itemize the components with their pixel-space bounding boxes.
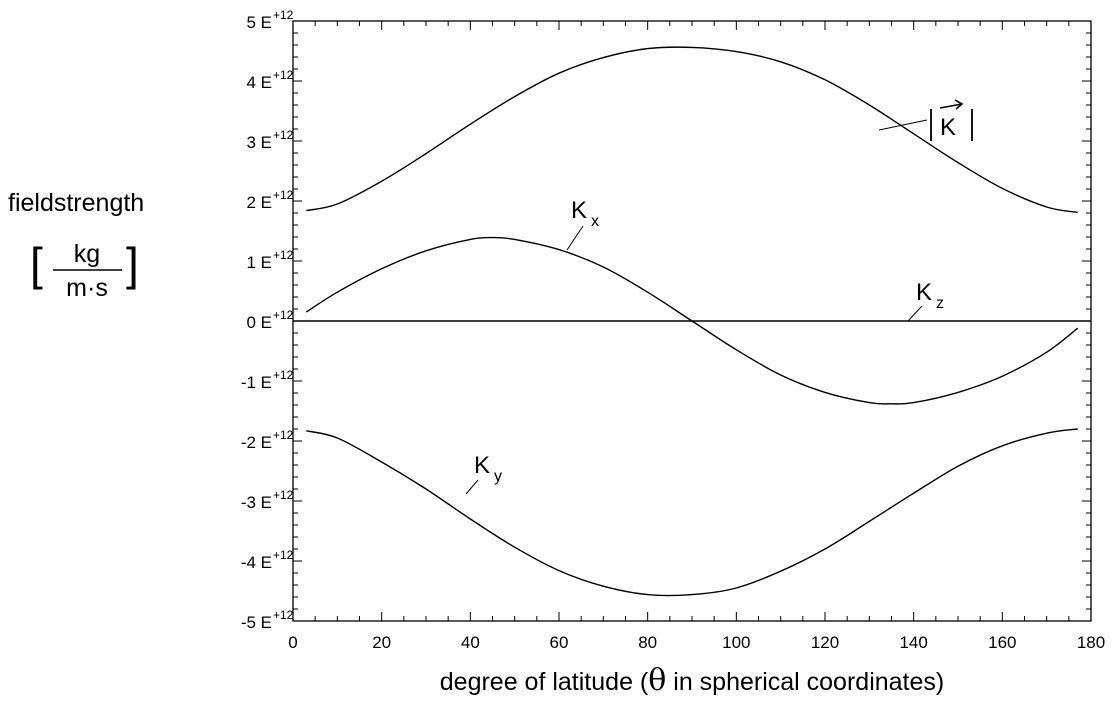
- x-axis-label: degree of latitude (θ in spherical coord…: [440, 663, 944, 698]
- kx-leader: [566, 225, 584, 251]
- x-tick-label: 180: [1077, 633, 1105, 652]
- kz-leader: [907, 305, 923, 322]
- y-axis-unit-denominator: m·s: [66, 274, 108, 302]
- y-axis-ticks: [293, 20, 1091, 622]
- ky-leader: [465, 479, 479, 495]
- magnitude-label-K: K: [940, 114, 956, 141]
- y-tick-label: 4 E: [246, 73, 272, 92]
- y-tick-label: -2 E: [241, 433, 272, 452]
- y-tick-label: 2 E: [246, 193, 272, 212]
- y-tick-label: -4 E: [241, 553, 272, 572]
- y-tick-exponent: +12: [273, 128, 294, 142]
- y-tick-exponent: +12: [273, 488, 294, 502]
- x-tick-label: 120: [811, 633, 839, 652]
- y-tick-exponent: +12: [273, 68, 294, 82]
- y-axis-unit-bracket-right: ]: [126, 238, 139, 290]
- x-tick-labels: 0 20 40 60 80 100 120 140 160 180: [288, 633, 1105, 652]
- plot-area: [292, 20, 1092, 622]
- y-tick-exponent: +12: [273, 8, 294, 22]
- x-tick-label: 0: [288, 633, 297, 652]
- x-tick-label: 100: [722, 633, 750, 652]
- y-tick-labels: 5 E +124 E +123 E +122 E +121 E +120 E +12-1 E…: [241, 8, 294, 632]
- x-tick-label: 160: [988, 633, 1016, 652]
- label-leaders: [465, 119, 928, 495]
- y-tick-exponent: +12: [273, 428, 294, 442]
- y-axis-unit-numerator: kg: [74, 240, 100, 268]
- y-tick-label: -5 E: [241, 613, 272, 632]
- y-tick-label: 0 E: [246, 313, 272, 332]
- magnitude-leader: [878, 119, 928, 131]
- x-axis-label-prefix: degree of latitude (: [440, 668, 649, 696]
- series-lines: [293, 46, 1091, 597]
- y-tick-label: -1 E: [241, 373, 272, 392]
- y-axis-label-word: fieldstrength: [8, 189, 144, 217]
- x-tick-label: 60: [550, 633, 569, 652]
- y-tick-exponent: +12: [273, 248, 294, 262]
- y-tick-label: -3 E: [241, 493, 272, 512]
- x-tick-label: 40: [461, 633, 480, 652]
- y-tick-exponent: +12: [273, 548, 294, 562]
- y-tick-exponent: +12: [273, 308, 294, 322]
- y-axis-unit-bracket-left: [: [30, 238, 43, 290]
- y-tick-exponent: +12: [273, 608, 294, 622]
- y-tick-exponent: +12: [273, 188, 294, 202]
- y-tick-label: 1 E: [246, 253, 272, 272]
- series-ky-line: [306, 428, 1078, 597]
- x-tick-label: 20: [372, 633, 391, 652]
- x-axis-label-theta: θ: [648, 663, 666, 698]
- y-axis-label: fieldstrength [ kg m·s ]: [8, 189, 144, 302]
- series-magnitude-line: [306, 46, 1078, 214]
- y-tick-label: 5 E: [246, 13, 272, 32]
- vector-arrow-head: [954, 99, 964, 110]
- x-axis-label-suffix: in spherical coordinates): [666, 668, 944, 696]
- vector-arrow-shaft: [939, 103, 963, 109]
- x-tick-label: 80: [638, 633, 657, 652]
- y-tick-label: 3 E: [246, 133, 272, 152]
- x-tick-label: 140: [899, 633, 927, 652]
- y-tick-exponent: +12: [273, 368, 294, 382]
- curve-label-magnitude: K: [930, 99, 973, 141]
- x-axis-ticks: [292, 21, 1092, 621]
